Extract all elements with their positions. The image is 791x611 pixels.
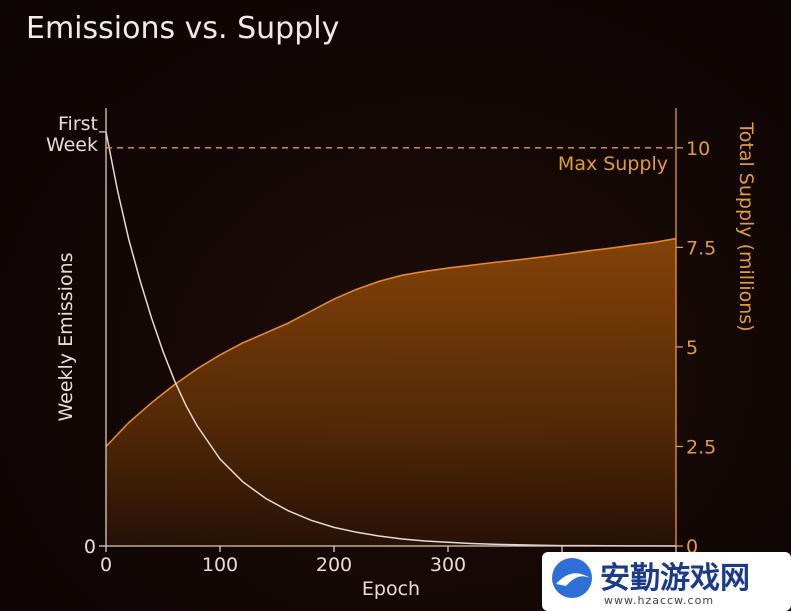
first-week-label-line1: First (58, 113, 98, 135)
y-right-tick-label: 7.5 (686, 237, 716, 259)
watermark: 安勤游戏网 www.hzaccw.com (542, 552, 791, 611)
y-axis-left-label: Weekly Emissions (55, 252, 77, 421)
x-tick-label: 200 (316, 554, 352, 576)
x-tick-label: 100 (202, 554, 238, 576)
y-left-tick-label: 0 (84, 536, 96, 558)
watermark-url: www.hzaccw.com (604, 594, 714, 607)
x-tick-label: 0 (100, 554, 112, 576)
y-right-tick-label: 10 (686, 138, 710, 160)
y-right-tick-label: 5 (686, 337, 698, 359)
plot-area: 002.557.5100100200300400500 (84, 108, 716, 576)
x-axis-label: Epoch (362, 578, 420, 600)
max-supply-label: Max Supply (558, 153, 668, 175)
y-axis-right-label: Total Supply (millions) (735, 121, 757, 331)
first-week-label-line2: Week (46, 134, 98, 156)
supply-line (105, 237, 677, 448)
x-tick-label: 300 (430, 554, 466, 576)
watermark-logo-swoosh-icon (556, 573, 590, 586)
watermark-brand: 安勤游戏网 (600, 561, 750, 596)
watermark-box (542, 552, 791, 611)
y-right-tick-label: 2.5 (686, 436, 716, 458)
supply-area (106, 238, 676, 546)
chart-title: Emissions vs. Supply (26, 11, 339, 46)
